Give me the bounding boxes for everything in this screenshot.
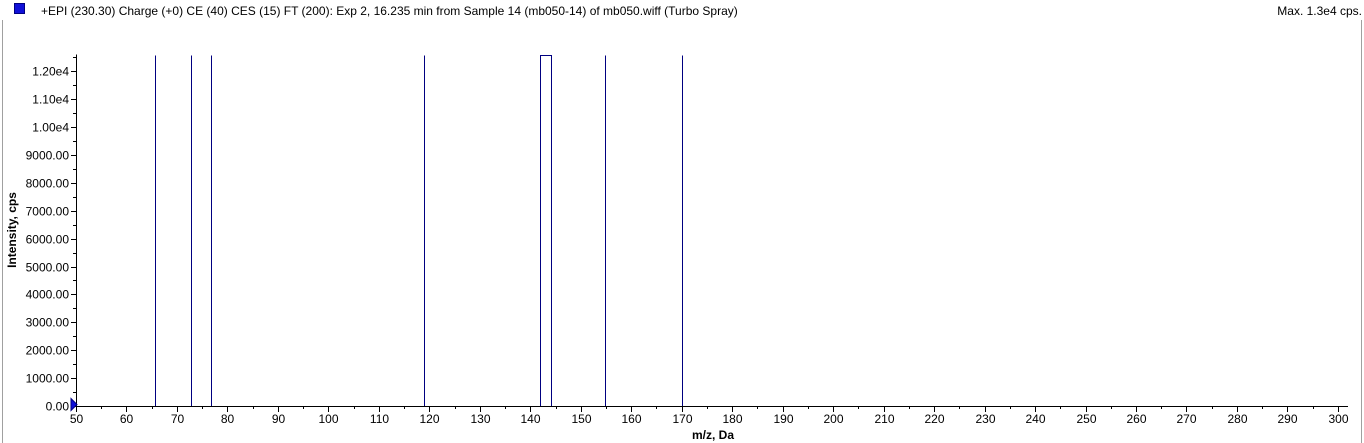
x-tick-label: 290 bbox=[1277, 412, 1297, 426]
y-tick-label: 6000.00 bbox=[26, 233, 70, 247]
spectrum-peaks bbox=[155, 55, 683, 406]
x-axis-ticks: 50 60 70 80 90 100 110 120 130 140 150 160 170 180 190… bbox=[70, 406, 1349, 426]
y-tick-label: 1000.00 bbox=[26, 372, 70, 386]
x-tick-label: 110 bbox=[370, 412, 389, 426]
y-tick-label: 3000.00 bbox=[26, 316, 70, 330]
y-tick-label: 0.00 bbox=[46, 400, 70, 414]
spectrum-peak bbox=[540, 55, 552, 406]
y-tick-label: 2000.00 bbox=[26, 344, 70, 358]
max-intensity-label: Max. 1.3e4 cps. bbox=[1277, 4, 1362, 18]
y-tick-label: 8000.00 bbox=[26, 177, 70, 191]
x-tick-label: 230 bbox=[975, 412, 995, 426]
x-tick-label: 180 bbox=[722, 412, 742, 426]
legend-swatch[interactable] bbox=[14, 3, 25, 14]
x-tick-label: 300 bbox=[1328, 412, 1348, 426]
y-tick-label: 9000.00 bbox=[26, 149, 70, 163]
x-tick-label: 240 bbox=[1025, 412, 1045, 426]
y-tick-label: 5000.00 bbox=[26, 261, 70, 275]
x-tick-label: 260 bbox=[1126, 412, 1146, 426]
x-tick-label: 70 bbox=[171, 412, 185, 426]
y-axis-label: Intensity, cps bbox=[5, 192, 19, 268]
y-axis-ticks: 0.00 1000.00 2000.00 3000.00 4000.00 5000.00 6… bbox=[26, 57, 76, 414]
pane-border bbox=[2, 20, 1362, 443]
x-tick-label: 270 bbox=[1176, 412, 1196, 426]
x-tick-label: 250 bbox=[1076, 412, 1096, 426]
x-tick-label: 90 bbox=[272, 412, 286, 426]
x-tick-label: 200 bbox=[823, 412, 843, 426]
y-tick-label: 7000.00 bbox=[26, 205, 70, 219]
x-tick-label: 50 bbox=[70, 412, 84, 426]
x-tick-label: 190 bbox=[773, 412, 793, 426]
x-tick-label: 100 bbox=[318, 412, 338, 426]
y-tick-label: 4000.00 bbox=[26, 288, 70, 302]
x-axis-label: m/z, Da bbox=[691, 428, 735, 442]
x-tick-label: 140 bbox=[520, 412, 540, 426]
y-tick-label: 1.10e4 bbox=[32, 93, 69, 107]
x-tick-label: 280 bbox=[1227, 412, 1247, 426]
y-tick-label: 1.00e4 bbox=[32, 121, 69, 135]
spectrum-title: +EPI (230.30) Charge (+0) CE (40) CES (1… bbox=[41, 4, 738, 18]
chart-axes bbox=[76, 54, 1348, 407]
x-tick-label: 150 bbox=[571, 412, 591, 426]
baseline-marker[interactable] bbox=[70, 397, 78, 412]
x-tick-label: 120 bbox=[419, 412, 439, 426]
x-tick-label: 210 bbox=[874, 412, 894, 426]
x-tick-label: 160 bbox=[621, 412, 641, 426]
x-tick-label: 170 bbox=[672, 412, 692, 426]
x-tick-label: 60 bbox=[120, 412, 134, 426]
x-tick-label: 220 bbox=[924, 412, 944, 426]
y-tick-label: 1.20e4 bbox=[32, 65, 69, 79]
x-tick-label: 80 bbox=[221, 412, 235, 426]
x-tick-label: 130 bbox=[470, 412, 490, 426]
